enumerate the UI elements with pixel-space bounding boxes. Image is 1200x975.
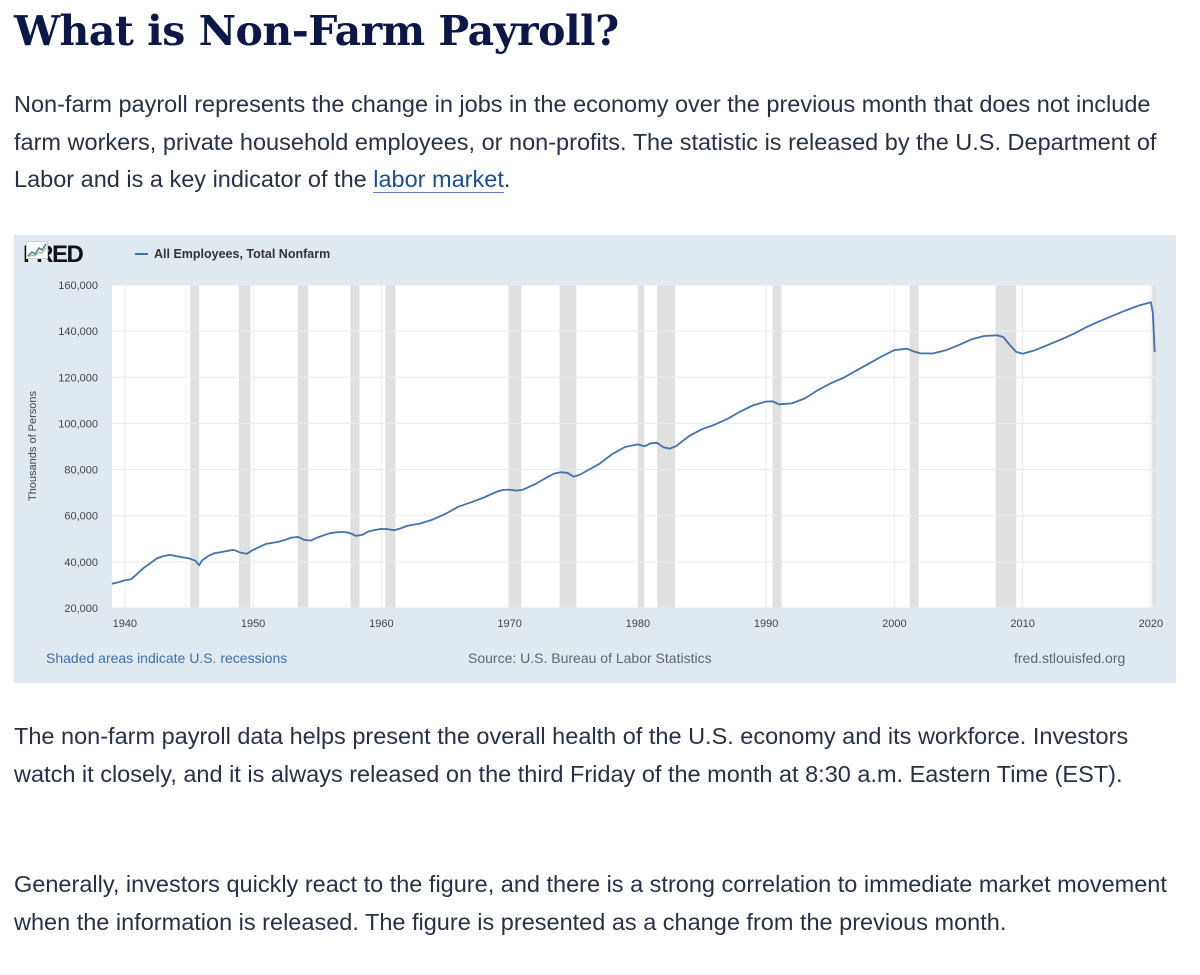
fred-chart-svg: 20,000 40,000 60,000 80,000 100,000 120,000 14…: [27, 280, 1164, 630]
labor-market-link[interactable]: labor market: [373, 166, 504, 193]
y-tick-label: 120,000: [58, 372, 98, 384]
intro-text-end: .: [503, 166, 511, 192]
recession-band: [909, 285, 919, 608]
fred-chart: 20,000 40,000 60,000 80,000 100,000 120,000 14…: [14, 235, 1176, 683]
fred-logo[interactable]: FRED: [23, 241, 84, 269]
x-tick-label: 1940: [113, 618, 137, 630]
article-paragraph-3: Generally, investors quickly react to th…: [14, 871, 1167, 935]
recession-band: [657, 285, 676, 608]
y-tick-label: 60,000: [64, 511, 98, 523]
article-paragraph-intro: Non-farm payroll represents the change i…: [14, 86, 1179, 199]
recession-band: [297, 285, 309, 608]
y-tick-label: 100,000: [58, 418, 98, 430]
y-tick-label: 80,000: [64, 465, 98, 477]
article-paragraph-2: The non-farm payroll data helps present …: [14, 723, 1129, 787]
gridlines: [112, 284, 1156, 609]
x-tick-label: 2000: [882, 618, 906, 630]
legend-line-swatch: [135, 253, 148, 255]
recession-band: [772, 285, 782, 608]
recession-band: [238, 285, 251, 608]
x-tick-label: 1950: [241, 618, 265, 630]
fred-mini-chart-icon: [26, 241, 48, 259]
x-tick-label: 1990: [754, 618, 778, 630]
x-axis-ticks: 1940 1950 1960 1970 1980 1990 2000 2010 2020: [113, 618, 1164, 630]
recession-shading: [190, 285, 1156, 608]
x-tick-label: 1960: [369, 618, 393, 630]
fred-site-link[interactable]: fred.stlouisfed.org: [1014, 650, 1126, 666]
series-line-total-nonfarm: [111, 301, 1156, 585]
recession-band: [637, 285, 645, 608]
chart-legend: All Employees, Total Nonfarm: [135, 247, 330, 261]
x-tick-label: 2020: [1139, 618, 1163, 630]
legend-label: All Employees, Total Nonfarm: [154, 247, 331, 261]
recession-band: [559, 285, 577, 608]
recession-band: [350, 285, 360, 608]
recession-note-link[interactable]: Shaded areas indicate U.S. recessions: [46, 650, 288, 666]
y-tick-label: 20,000: [64, 603, 98, 615]
x-tick-label: 1970: [497, 618, 521, 630]
recession-band: [1152, 285, 1156, 608]
y-tick-label: 40,000: [64, 557, 98, 569]
x-tick-label: 2010: [1010, 618, 1034, 630]
x-tick-label: 1980: [626, 618, 650, 630]
recession-band: [995, 285, 1017, 608]
plot-area: [112, 285, 1156, 608]
article-title: What is Non-Farm Payroll?: [14, 7, 619, 55]
y-tick-label: 140,000: [58, 326, 98, 338]
y-axis-title: Thousands of Persons: [27, 390, 39, 501]
y-axis-ticks: 20,000 40,000 60,000 80,000 100,000 120,000 14…: [58, 280, 98, 615]
recession-band: [385, 285, 396, 608]
source-note: Source: U.S. Bureau of Labor Statistics: [468, 650, 712, 666]
recession-band: [508, 285, 522, 608]
recession-band: [190, 285, 200, 608]
intro-text: Non-farm payroll represents the change i…: [14, 91, 1157, 192]
y-tick-label: 160,000: [58, 280, 98, 292]
